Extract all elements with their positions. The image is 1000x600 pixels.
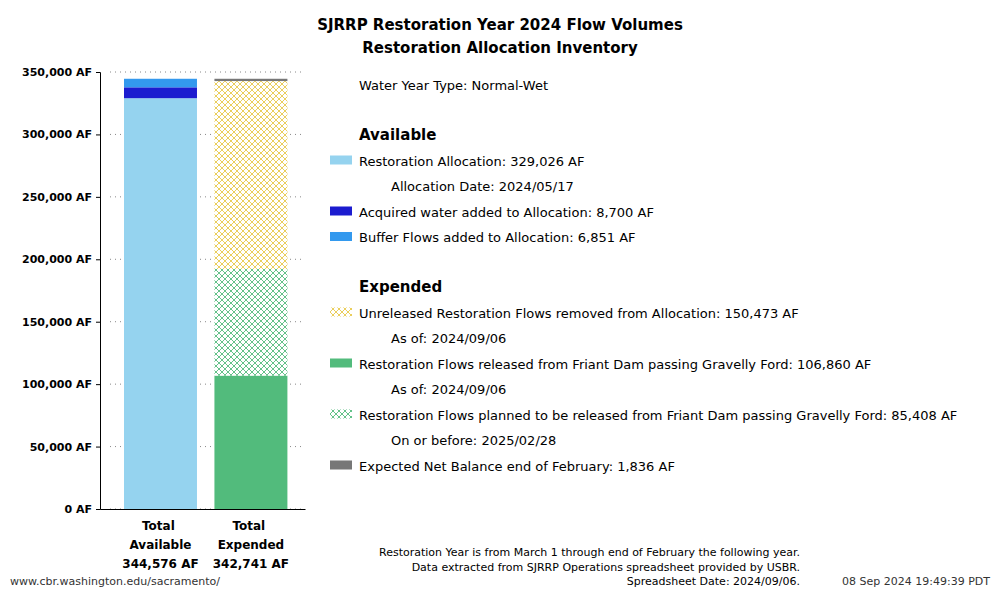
x-axis: [101, 509, 306, 511]
legend-note: As of: 2024/09/06: [391, 331, 506, 346]
footnote: Spreadsheet Date: 2024/09/06.: [627, 575, 800, 588]
bar-segment: [214, 269, 287, 376]
y-tick-mark: [96, 447, 100, 448]
legend-note: On or before: 2025/02/28: [391, 433, 556, 448]
y-tick-mark: [96, 322, 100, 323]
legend-label: Restoration Flows released from Friant D…: [359, 357, 871, 372]
y-tick-label: 200,000 AF: [22, 253, 92, 266]
source: www.cbr.washington.edu/sacramento/: [10, 575, 220, 588]
y-tick-label: 50,000 AF: [30, 441, 92, 454]
bar-segment: [214, 79, 287, 81]
grid-line: [110, 72, 305, 73]
x-tick-label: Total Expended: [218, 519, 285, 552]
y-tick-mark: [96, 134, 100, 135]
legend-label: Buffer Flows added to Allocation: 6,851 …: [359, 230, 636, 245]
y-axis-line: [96, 73, 101, 510]
x-axis-line: [101, 509, 306, 510]
y-tick: 200,000 AF: [22, 253, 100, 266]
y-tick-mark: [96, 509, 100, 510]
legend-label: Acquired water added to Allocation: 8,70…: [359, 205, 654, 220]
chart: SJRRP Restoration Year 2024 Flow Volumes…: [0, 0, 1000, 600]
legend: Water Year Type: Normal-Wet Available Rest…: [330, 78, 957, 474]
legend-swatch: [330, 207, 352, 216]
y-tick: 300,000 AF: [22, 128, 100, 141]
x-tick-label: Total Available: [130, 519, 192, 552]
water-year-type: Water Year Type: Normal-Wet: [359, 78, 548, 93]
legend-swatch: [330, 410, 352, 419]
legend-note: Allocation Date: 2024/05/17: [391, 179, 574, 194]
y-tick: 350,000 AF: [22, 66, 100, 79]
footnote: Restoration Year is from March 1 through…: [379, 546, 800, 559]
y-tick: 50,000 AF: [30, 441, 100, 454]
y-tick-mark: [96, 384, 100, 385]
y-tick-label: 350,000 AF: [22, 66, 92, 79]
bar-segment: [124, 98, 197, 509]
legend-swatch: [330, 232, 352, 241]
y-tick: 250,000 AF: [22, 191, 100, 204]
legend-swatch: [330, 308, 352, 317]
y-tick-label: 250,000 AF: [22, 191, 92, 204]
title: SJRRP Restoration Year 2024 Flow Volumes: [317, 16, 683, 34]
y-tick-label: 150,000 AF: [22, 316, 92, 329]
legend-swatch: [330, 156, 352, 165]
timestamp: 08 Sep 2024 19:49:39 PDT: [842, 575, 990, 588]
y-tick: 150,000 AF: [22, 316, 100, 329]
legend-heading: Available: [359, 126, 436, 144]
legend-swatch: [330, 461, 352, 470]
legend-label: Restoration Allocation: 329,026 AF: [359, 154, 584, 169]
legend-note: As of: 2024/09/06: [391, 382, 506, 397]
bar-segment: [214, 81, 287, 269]
legend-label: Restoration Flows planned to be released…: [359, 408, 957, 423]
subtitle: Restoration Allocation Inventory: [362, 39, 638, 57]
y-tick-label: 300,000 AF: [22, 128, 92, 141]
total-label: 342,741 AF: [213, 557, 289, 571]
y-tick: 100,000 AF: [22, 378, 100, 391]
y-tick-mark: [96, 197, 100, 198]
legend-label: Unreleased Restoration Flows removed fro…: [359, 306, 799, 321]
y-tick: 0 AF: [64, 503, 100, 516]
y-tick-label: 100,000 AF: [22, 378, 92, 391]
y-tick-mark: [96, 259, 100, 260]
y-axis: 0 AF 50,000 AF 100,000 AF 150,000 AF 200,000…: [22, 66, 100, 516]
legend-swatch: [330, 359, 352, 368]
grid: [110, 72, 305, 509]
bar-segment: [214, 376, 287, 509]
legend-label: Expected Net Balance end of February: 1,…: [359, 459, 675, 474]
bar-segment: [124, 87, 197, 98]
y-tick-mark: [96, 72, 100, 73]
legend-heading: Expended: [359, 278, 442, 296]
bars: [124, 79, 287, 509]
footnote: Data extracted from SJRRP Operations spr…: [412, 561, 800, 574]
bar-segment: [124, 79, 197, 88]
total-label: 344,576 AF: [122, 557, 198, 571]
y-tick-label: 0 AF: [64, 503, 92, 516]
